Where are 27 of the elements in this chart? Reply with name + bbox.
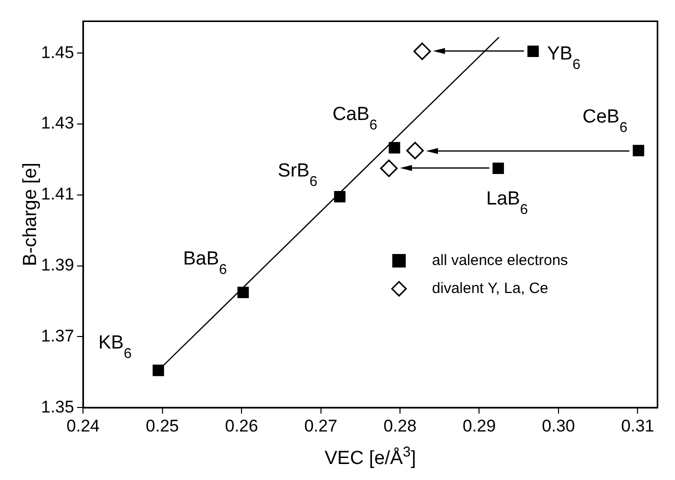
y-tick-label: 1.41: [40, 184, 74, 204]
x-tick-label: 0.28: [383, 416, 417, 436]
point: [632, 144, 644, 156]
x-tick-label: 0.31: [621, 416, 654, 436]
y-tick-label: 1.45: [40, 42, 74, 62]
point: [413, 42, 431, 60]
x-tick-label: 0.25: [146, 416, 179, 436]
y-tick-label: 1.43: [40, 114, 74, 133]
x-tick-label: 0.24: [66, 416, 100, 436]
point: [237, 286, 249, 298]
y-tick-label: 1.39: [40, 255, 74, 274]
x-tick-label: 0.30: [542, 416, 576, 436]
point: [388, 142, 400, 154]
x-tick-label: 0.26: [225, 416, 258, 436]
point: [152, 364, 164, 376]
x-tick-label: 0.27: [304, 416, 338, 436]
point: [380, 160, 398, 178]
y-tick-label: 1.37: [40, 326, 74, 346]
point: [492, 162, 504, 174]
legend-label: divalent Y, La, Ce: [432, 280, 548, 297]
y-axis-title: B-charge [e]: [20, 162, 41, 266]
point: [527, 46, 539, 58]
y-tick-label: 1.35: [40, 397, 74, 416]
legend-label: all valence electrons: [432, 252, 568, 269]
x-tick-label: 0.29: [462, 416, 496, 436]
point: [406, 142, 424, 160]
point: [334, 190, 346, 202]
